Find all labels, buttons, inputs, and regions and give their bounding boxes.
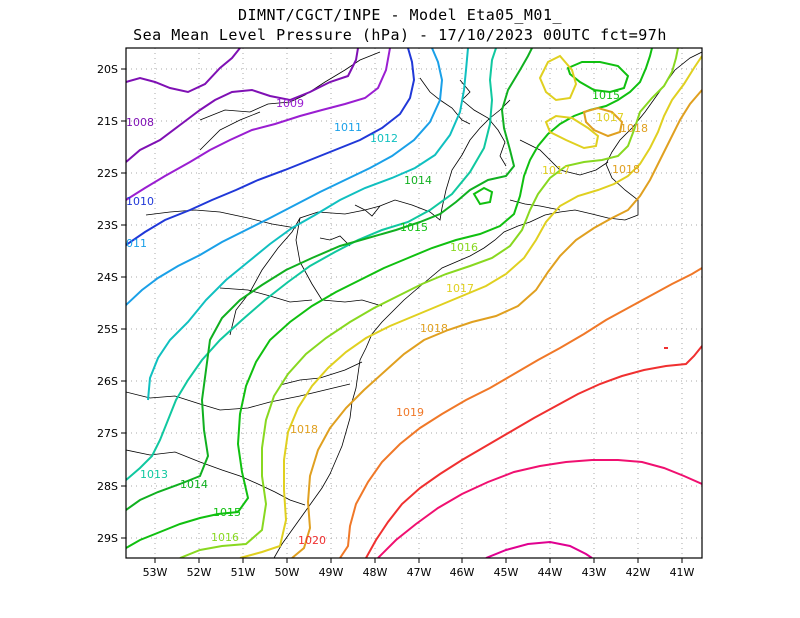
isobar-label: 1017: [542, 164, 570, 177]
border-path: [319, 235, 351, 247]
lon-label: 52W: [187, 566, 212, 579]
isobar-1009: [126, 48, 391, 201]
isobar-label: 1015: [400, 221, 428, 234]
isobar-label: 1015: [592, 89, 620, 102]
lat-label: 27S: [97, 427, 118, 440]
lon-label: 41W: [670, 566, 695, 579]
lon-label: 51W: [231, 566, 256, 579]
isobar-1017-inner: [538, 54, 578, 102]
lon-label: 43W: [582, 566, 607, 579]
lon-label: 50W: [275, 566, 300, 579]
lat-label: 24S: [97, 271, 118, 284]
lon-label: 53W: [143, 566, 168, 579]
isobar-1017-closed: [544, 114, 600, 150]
border-path: [379, 99, 511, 221]
isobar-1020: [365, 345, 702, 558]
isobar-1016: [179, 48, 679, 558]
map-frame: [125, 47, 703, 559]
lon-label: 48W: [363, 566, 388, 579]
border-path: [459, 79, 507, 167]
border-path: [295, 217, 383, 307]
isobar-label: 1017: [596, 111, 624, 124]
isobar-1018: [291, 89, 702, 558]
isobar-label: 1014: [404, 174, 432, 187]
lon-label: 49W: [319, 566, 344, 579]
lat-label: 23S: [97, 219, 118, 232]
isobar-1011: [126, 48, 444, 306]
isobar-label: 1018: [612, 163, 640, 176]
coastline-path: [273, 51, 702, 558]
border-path: [126, 449, 306, 506]
border-path: [126, 383, 351, 411]
isobar-label: 1018: [290, 423, 318, 436]
border-path: [419, 77, 471, 125]
isobar-1015-inner: [472, 186, 494, 206]
graticule: [126, 48, 702, 558]
isobar-label: 1020: [298, 534, 326, 547]
isobar-label: 1018: [420, 322, 448, 335]
lon-label: 42W: [626, 566, 651, 579]
isobar-1019: [339, 267, 702, 558]
isobar-label: 1012: [370, 132, 398, 145]
isobar-label: 1017: [446, 282, 474, 295]
map-title-line1: DIMNT/CGCT/INPE - Model Eta05_M01_: [237, 6, 563, 24]
isobar-1012: [147, 48, 469, 401]
isobar-1014: [126, 48, 533, 511]
isobar-1017: [239, 55, 702, 558]
isobar-label: 1019: [396, 406, 424, 419]
lat-label: 20S: [97, 63, 118, 76]
isobar-label: 1015: [213, 506, 241, 519]
isobar-1015-closed: [566, 61, 630, 94]
isobar-1013: [126, 48, 497, 481]
isobar-label: 1010: [126, 195, 154, 208]
isobar-label: 011: [126, 237, 147, 250]
border-path: [199, 111, 261, 151]
lat-label: 26S: [97, 375, 118, 388]
isobar-1018-closed: [582, 106, 624, 138]
lon-label: 45W: [494, 566, 519, 579]
isobar-1022: [485, 540, 593, 558]
border-path: [229, 205, 381, 336]
isobar-label: 1008: [126, 116, 154, 129]
lat-label: 22S: [97, 167, 118, 180]
lon-label: 44W: [538, 566, 563, 579]
lat-label: 29S: [97, 532, 118, 545]
map-title-line2: Sea Mean Level Pressure (hPa) - 17/10/20…: [133, 26, 667, 44]
isobar-1008: [126, 48, 359, 163]
isobar-label: 1016: [450, 241, 478, 254]
isobar-label: 1014: [180, 478, 208, 491]
lat-label: 25S: [97, 323, 118, 336]
lon-label: 47W: [407, 566, 432, 579]
lon-label: 46W: [450, 566, 475, 579]
isobar-label: 1018: [620, 122, 648, 135]
coastline: [126, 51, 702, 558]
isobar-1010: [126, 48, 416, 246]
border-path: [145, 209, 297, 229]
isobar-label: 1013: [140, 468, 168, 481]
isobar-label: 1011: [334, 121, 362, 134]
isobar-1021: [377, 459, 702, 558]
lat-label: 28S: [97, 480, 118, 493]
isobar-1008: [126, 48, 241, 94]
border-path: [354, 204, 381, 217]
border-path: [279, 361, 363, 386]
isobar-label: 1016: [211, 531, 239, 544]
lat-label: 21S: [97, 115, 118, 128]
isobar-label: 1009: [276, 97, 304, 110]
